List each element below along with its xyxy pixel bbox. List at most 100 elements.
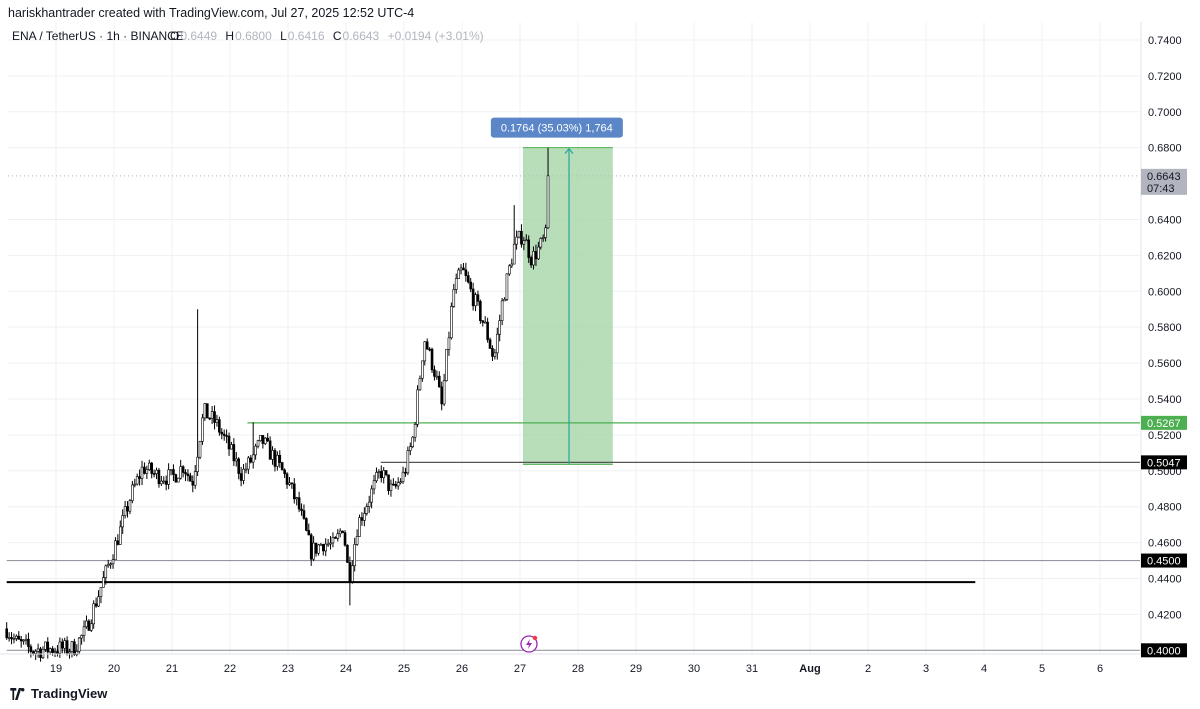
candle-body bbox=[493, 352, 497, 357]
candle-body bbox=[133, 483, 137, 486]
candle-body bbox=[319, 544, 323, 546]
candle-body bbox=[471, 288, 475, 307]
candle-body bbox=[106, 564, 110, 567]
time-tick-label: 28 bbox=[572, 663, 584, 675]
legend-low-value: 0.6416 bbox=[288, 29, 325, 43]
candle-body bbox=[350, 565, 354, 582]
candle-body bbox=[181, 466, 185, 473]
candle-body bbox=[280, 462, 284, 471]
candle-body bbox=[77, 637, 81, 652]
time-tick-label: 20 bbox=[108, 663, 120, 675]
brand-name: TradingView bbox=[31, 686, 108, 701]
candle-body bbox=[411, 436, 415, 447]
candle-body bbox=[63, 640, 67, 649]
candle-body bbox=[309, 534, 313, 560]
candle-body bbox=[254, 445, 257, 456]
time-tick-label: 29 bbox=[630, 663, 642, 675]
candle-body bbox=[445, 349, 448, 382]
candle-body bbox=[201, 417, 204, 442]
price-chart[interactable]: 0.1764 (35.03%) 1,764 0.4200 0.4400 0.4600… bbox=[0, 22, 1200, 682]
price-tick-label: 0.5200 bbox=[1148, 430, 1182, 442]
candle-body bbox=[379, 471, 383, 479]
last-price-bg bbox=[1141, 168, 1187, 195]
price-tick-label: 0.4600 bbox=[1148, 538, 1182, 550]
tradingview-logo-icon bbox=[10, 687, 25, 700]
last-price-label: 0.6643 bbox=[1147, 171, 1181, 183]
price-tick-label: 0.6800 bbox=[1148, 143, 1182, 155]
candle-body bbox=[457, 269, 460, 279]
measure-label-bg bbox=[490, 117, 623, 138]
candle-body bbox=[249, 457, 253, 463]
candle-body bbox=[15, 635, 18, 639]
candle-body bbox=[452, 289, 456, 307]
candle-body bbox=[312, 542, 315, 560]
candle-body bbox=[7, 637, 11, 639]
candle-body bbox=[483, 321, 487, 324]
candle-body bbox=[176, 477, 180, 483]
candle-body bbox=[210, 411, 214, 419]
candle-body bbox=[191, 480, 195, 486]
candle-body bbox=[237, 458, 240, 474]
candle-body bbox=[334, 537, 337, 539]
candle-body bbox=[145, 469, 149, 474]
candle-body bbox=[421, 360, 424, 379]
candle-body bbox=[263, 437, 267, 444]
candle-body bbox=[271, 450, 274, 460]
candle-body bbox=[123, 506, 127, 516]
candle-body bbox=[278, 454, 282, 463]
candle-body bbox=[41, 649, 45, 658]
candle-body bbox=[242, 468, 245, 481]
candlestick-series bbox=[5, 147, 550, 662]
candle-body bbox=[152, 473, 156, 475]
candle-body bbox=[544, 227, 547, 238]
candle-body bbox=[193, 471, 197, 486]
tradingview-brand: TradingView bbox=[10, 686, 107, 701]
candle-body bbox=[476, 294, 480, 302]
candle-body bbox=[326, 543, 330, 546]
time-tick-label: 23 bbox=[282, 663, 294, 675]
candle-body bbox=[372, 480, 376, 490]
candle-body bbox=[97, 596, 100, 607]
level-price-label-bg bbox=[1141, 415, 1187, 430]
candle-body bbox=[437, 375, 441, 388]
candle-body bbox=[259, 435, 262, 441]
legend-open-value: 0.6449 bbox=[180, 29, 217, 43]
candle-body bbox=[512, 243, 516, 265]
candle-body bbox=[384, 470, 388, 476]
candle-body bbox=[346, 544, 349, 563]
time-tick-label: 6 bbox=[1097, 663, 1103, 675]
candle-body bbox=[53, 651, 57, 653]
candle-body bbox=[131, 484, 134, 501]
candle-body bbox=[19, 639, 23, 642]
price-tick-label: 0.6400 bbox=[1148, 214, 1182, 226]
candle-body bbox=[208, 417, 211, 420]
candle-body bbox=[283, 469, 286, 475]
level-price-label: 0.5267 bbox=[1147, 418, 1181, 430]
time-tick-label: 2 bbox=[865, 663, 871, 675]
level-price-label: 0.5047 bbox=[1147, 457, 1181, 469]
candle-body bbox=[189, 475, 192, 482]
candle-body bbox=[89, 623, 93, 631]
candle-body bbox=[27, 638, 30, 647]
candle-body bbox=[317, 544, 320, 554]
price-range-measure: 0.1764 (35.03%) 1,764 bbox=[490, 117, 623, 465]
candle-body bbox=[508, 265, 511, 275]
candle-body bbox=[266, 437, 270, 442]
level-price-label: 0.4000 bbox=[1147, 645, 1181, 657]
price-range-zone bbox=[522, 147, 613, 465]
candle-body bbox=[464, 269, 468, 276]
candle-body bbox=[363, 513, 366, 521]
level-price-label-bg bbox=[1141, 553, 1187, 568]
candle-body bbox=[48, 648, 52, 653]
time-tick-label: 31 bbox=[746, 663, 758, 675]
candle-body bbox=[392, 483, 395, 486]
time-tick-label: Aug bbox=[799, 663, 820, 675]
price-tick-label: 0.5800 bbox=[1148, 322, 1182, 334]
time-tick-label: 5 bbox=[1039, 663, 1045, 675]
candle-body bbox=[331, 537, 335, 544]
legend-change: +0.0194 (+3.01%) bbox=[388, 29, 484, 43]
time-tick-label: 22 bbox=[224, 663, 236, 675]
candle-body bbox=[406, 450, 410, 474]
candle-body bbox=[239, 473, 243, 481]
candle-body bbox=[524, 239, 528, 242]
